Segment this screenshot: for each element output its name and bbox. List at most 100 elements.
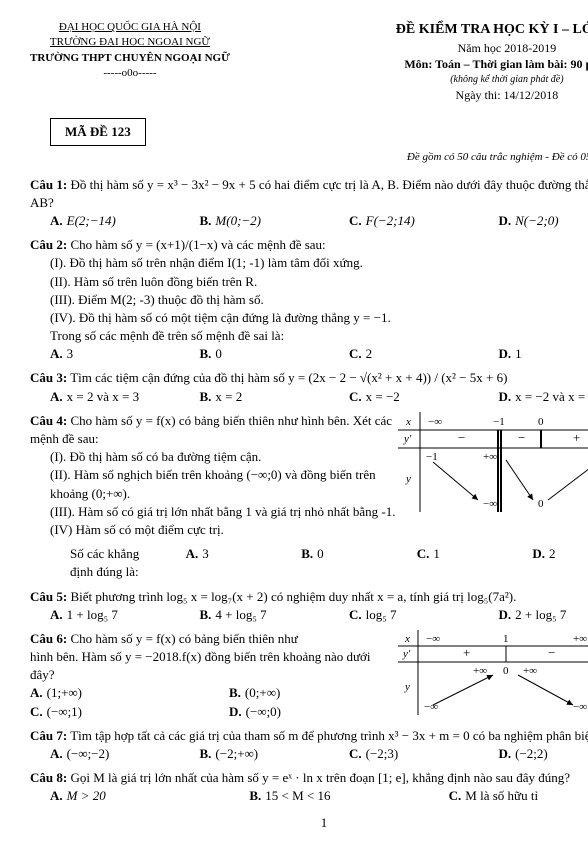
svg-text:y: y bbox=[405, 473, 411, 485]
question-1: Câu 1: Đồ thị hàm số y = x³ − 3x² − 9x +… bbox=[30, 176, 588, 231]
q6-text2: hình bên. Hàm số y = −2018.f(x) đồng biế… bbox=[30, 648, 398, 684]
exam-code-box: MÃ ĐỀ 123 bbox=[50, 118, 146, 146]
q2-i: (I). Đồ thị hàm số trên nhận điểm I(1; -… bbox=[50, 254, 588, 272]
q4-text: Cho hàm số y = f(x) có bảng biến thiên n… bbox=[30, 413, 392, 446]
variation-table-svg-q6: x −∞ 1 +∞ y' + − y 0 −∞ −∞ +∞ +∞ bbox=[398, 630, 588, 715]
question-4: Câu 4: Cho hàm số y = f(x) có bảng biến … bbox=[30, 412, 588, 539]
q7-label: Câu 7: bbox=[30, 728, 67, 743]
svg-text:0: 0 bbox=[538, 416, 544, 428]
svg-text:−: − bbox=[548, 645, 555, 660]
q5-text: Biết phương trình log₅ x = log₇(x + 2) c… bbox=[70, 589, 516, 604]
question-5: Câu 5: Biết phương trình log₅ x = log₇(x… bbox=[30, 588, 588, 624]
q4-ii: (II). Hàm số nghịch biến trên khoảng (−∞… bbox=[50, 466, 398, 502]
q7-opt-c: C.(−2;3) bbox=[349, 745, 469, 763]
svg-text:+∞: +∞ bbox=[473, 665, 487, 677]
svg-text:+∞: +∞ bbox=[483, 451, 497, 463]
q4-opt-d: D.2 bbox=[532, 545, 588, 581]
svg-text:−∞: −∞ bbox=[426, 633, 440, 645]
svg-text:+∞: +∞ bbox=[523, 665, 537, 677]
q4-options: Số các khẳng định đúng là: A.3 B.0 C.1 D… bbox=[70, 545, 588, 581]
variation-table-svg-q4: x −∞ −1 0 +∞ y' − − + y −1 +∞ 1 −∞ 0 bbox=[398, 412, 588, 512]
svg-text:−1: −1 bbox=[493, 416, 505, 428]
svg-text:y': y' bbox=[402, 648, 411, 660]
q5-opt-a: A.1 + log₅ 7 bbox=[50, 606, 170, 624]
question-6: Câu 6: Cho hàm số y = f(x) có bảng biến … bbox=[30, 630, 588, 721]
q6-text1: Cho hàm số y = f(x) có bảng biến thiên n… bbox=[70, 631, 297, 646]
svg-text:−∞: −∞ bbox=[573, 701, 587, 713]
q3-opt-d: D.x = −2 và x = −3 bbox=[499, 388, 588, 406]
q4-opt-c: C.1 bbox=[417, 545, 503, 581]
q7-opt-a: A.(−∞;−2) bbox=[50, 745, 170, 763]
q1-opt-c: C.F(−2;14) bbox=[349, 212, 469, 230]
header-left: ĐẠI HỌC QUỐC GIA HÀ NỘI TRƯỜNG ĐẠI HỌC N… bbox=[30, 20, 230, 104]
q7-opt-d: D.(−2;2) bbox=[499, 745, 588, 763]
exam-title: ĐỀ KIỂM TRA HỌC KỲ I – LỚP 12 bbox=[396, 20, 588, 40]
school-year: Năm học 2018-2019 bbox=[396, 40, 588, 57]
page-header: ĐẠI HỌC QUỐC GIA HÀ NỘI TRƯỜNG ĐẠI HỌC N… bbox=[30, 20, 588, 104]
q4-opt-a: A.3 bbox=[186, 545, 272, 581]
q5-opt-b: B.4 + log₅ 7 bbox=[200, 606, 320, 624]
q3-opt-a: A.x = 2 và x = 3 bbox=[50, 388, 170, 406]
svg-text:−: − bbox=[458, 430, 465, 445]
q3-label: Câu 3: bbox=[30, 370, 67, 385]
question-8: Câu 8: Gọi M là giá trị lớn nhất của hàm… bbox=[30, 769, 588, 805]
university-1: ĐẠI HỌC QUỐC GIA HÀ NỘI bbox=[30, 20, 230, 35]
q2-ii: (II). Hàm số trên luôn đồng biến trên R. bbox=[50, 273, 588, 291]
q1-label: Câu 1: bbox=[30, 177, 67, 192]
svg-text:y: y bbox=[404, 681, 410, 693]
q2-iv: (IV). Đồ thị hàm số có một tiệm cận đứng… bbox=[50, 309, 588, 327]
question-3: Câu 3: Tìm các tiệm cận đứng của đồ thị … bbox=[30, 369, 588, 405]
no-phat-de: (không kể thời gian phát đề) bbox=[396, 73, 588, 87]
svg-text:−∞: −∞ bbox=[428, 416, 442, 428]
svg-text:+: + bbox=[573, 430, 580, 445]
svg-text:y': y' bbox=[403, 433, 412, 445]
q1-opt-d: D.N(−2;0) bbox=[499, 212, 588, 230]
question-count-note: Đề gồm có 50 câu trắc nghiệm - Đề có 05 … bbox=[30, 150, 588, 165]
q4-i: (I). Đồ thị hàm số có ba đường tiệm cận. bbox=[50, 448, 398, 466]
q5-label: Câu 5: bbox=[30, 589, 67, 604]
q5-opt-c: C.log₅ 7 bbox=[349, 606, 469, 624]
q2-opt-d: D.1 bbox=[499, 345, 588, 363]
q3-opt-b: B.x = 2 bbox=[200, 388, 320, 406]
q8-opt-c: C.M là số hữu tỉ bbox=[449, 787, 588, 805]
svg-text:+: + bbox=[463, 645, 470, 660]
svg-text:−∞: −∞ bbox=[483, 498, 497, 510]
q4-opt-b: B.0 bbox=[301, 545, 387, 581]
q2-ask: Trong số các mệnh đề trên số mệnh đề sai… bbox=[50, 327, 588, 345]
q3-text: Tìm các tiệm cận đứng của đồ thị hàm số … bbox=[70, 370, 507, 385]
q4-variation-table: x −∞ −1 0 +∞ y' − − + y −1 +∞ 1 −∞ 0 bbox=[398, 412, 588, 539]
q8-opt-a: A.M > 20 bbox=[50, 787, 219, 805]
question-2: Câu 2: Cho hàm số y = (x+1)/(1−x) và các… bbox=[30, 236, 588, 363]
q1-opt-a: A.E(2;−14) bbox=[50, 212, 170, 230]
q6-opt-b: B.(0;+∞) bbox=[229, 684, 398, 702]
q1-text: Đồ thị hàm số y = x³ − 3x² − 9x + 5 có h… bbox=[30, 177, 588, 210]
q6-opt-c: C.(−∞;1) bbox=[30, 703, 199, 721]
q3-opt-c: C.x = −2 bbox=[349, 388, 469, 406]
q6-label: Câu 6: bbox=[30, 631, 67, 646]
q2-iii: (III). Điểm M(2; -3) thuộc đồ thị hàm số… bbox=[50, 291, 588, 309]
q8-label: Câu 8: bbox=[30, 770, 67, 785]
q8-opt-b: B.15 < M < 16 bbox=[249, 787, 418, 805]
svg-text:+∞: +∞ bbox=[573, 633, 587, 645]
q7-opt-b: B.(−2;+∞) bbox=[200, 745, 320, 763]
q2-text: Cho hàm số y = (x+1)/(1−x) và các mệnh đ… bbox=[70, 237, 325, 252]
q6-opt-a: A.(1;+∞) bbox=[30, 684, 199, 702]
q2-label: Câu 2: bbox=[30, 237, 67, 252]
q7-text: Tìm tập hợp tất cả các giá trị của tham … bbox=[70, 728, 588, 743]
q1-opt-b: B.M(0;−2) bbox=[200, 212, 320, 230]
q6-variation-table: x −∞ 1 +∞ y' + − y 0 −∞ −∞ +∞ +∞ bbox=[398, 630, 588, 721]
question-7: Câu 7: Tìm tập hợp tất cả các giá trị củ… bbox=[30, 727, 588, 763]
svg-text:0: 0 bbox=[503, 665, 509, 677]
q4-iv: (IV) Hàm số có một điểm cực trị. bbox=[50, 521, 398, 539]
svg-text:0: 0 bbox=[538, 498, 544, 510]
q6-opt-d: D.(−∞;0) bbox=[229, 703, 398, 721]
q2-opt-a: A.3 bbox=[50, 345, 170, 363]
svg-text:1: 1 bbox=[503, 633, 509, 645]
svg-text:x: x bbox=[404, 633, 410, 645]
subject-line: Môn: Toán – Thời gian làm bài: 90 phút bbox=[396, 56, 588, 73]
q2-opt-b: B.0 bbox=[200, 345, 320, 363]
header-right: ĐỀ KIỂM TRA HỌC KỲ I – LỚP 12 Năm học 20… bbox=[396, 20, 588, 104]
page-number: 1 bbox=[30, 814, 588, 832]
svg-text:−∞: −∞ bbox=[424, 701, 438, 713]
svg-text:x: x bbox=[405, 416, 411, 428]
